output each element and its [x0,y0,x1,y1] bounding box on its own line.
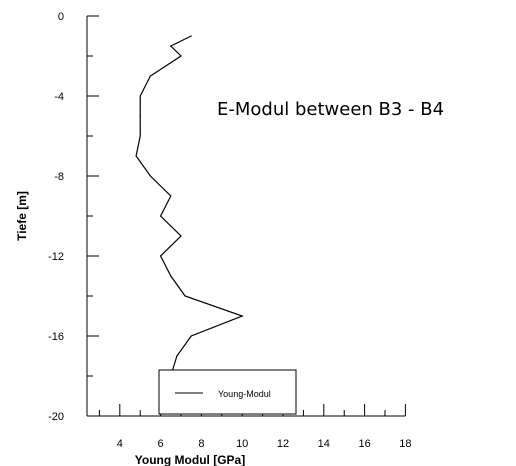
data-point [180,235,182,237]
y-tick-label: -16 [48,331,64,343]
y-axis-title: Tiefe [m] [15,191,29,241]
data-point [139,115,141,117]
axes [86,16,406,417]
legend-box [158,369,297,415]
x-tick-label: 10 [236,438,248,450]
y-ticks: 0 -4 -8 -12 -16 -20 [48,11,99,423]
data-point [139,135,141,137]
data-point [149,175,151,177]
x-tick-label: 4 [117,438,123,450]
data-point [190,35,192,37]
data-point [135,155,137,157]
legend: Young-Modul [158,369,297,415]
data-point [170,195,172,197]
data-point [176,355,178,357]
data-point [190,335,192,337]
data-point [180,55,182,57]
x-tick-label: 18 [399,438,411,450]
legend-label: Young-Modul [218,389,271,399]
data-point [170,275,172,277]
chart-title: E-Modul between B3 - B4 [217,99,444,120]
y-tick-label: 0 [58,11,64,23]
data-point [160,215,162,217]
data-point [170,45,172,47]
series-line-young-modul [135,35,244,377]
y-tick-label: -4 [54,91,64,103]
x-tick-label: 16 [358,438,370,450]
x-tick-label: 6 [158,438,164,450]
data-point [149,75,151,77]
data-point [184,295,186,297]
y-tick-label: -12 [48,251,64,263]
x-tick-label: 8 [198,438,204,450]
x-tick-label: 14 [318,438,330,450]
data-point [139,95,141,97]
data-point [160,255,162,257]
y-tick-label: -8 [54,171,64,183]
x-tick-label: 12 [277,438,289,450]
y-tick-label: -20 [48,411,64,423]
data-point [241,315,243,317]
x-axis-title: Young Modul [GPa] [135,453,245,466]
series-layer [135,35,244,377]
